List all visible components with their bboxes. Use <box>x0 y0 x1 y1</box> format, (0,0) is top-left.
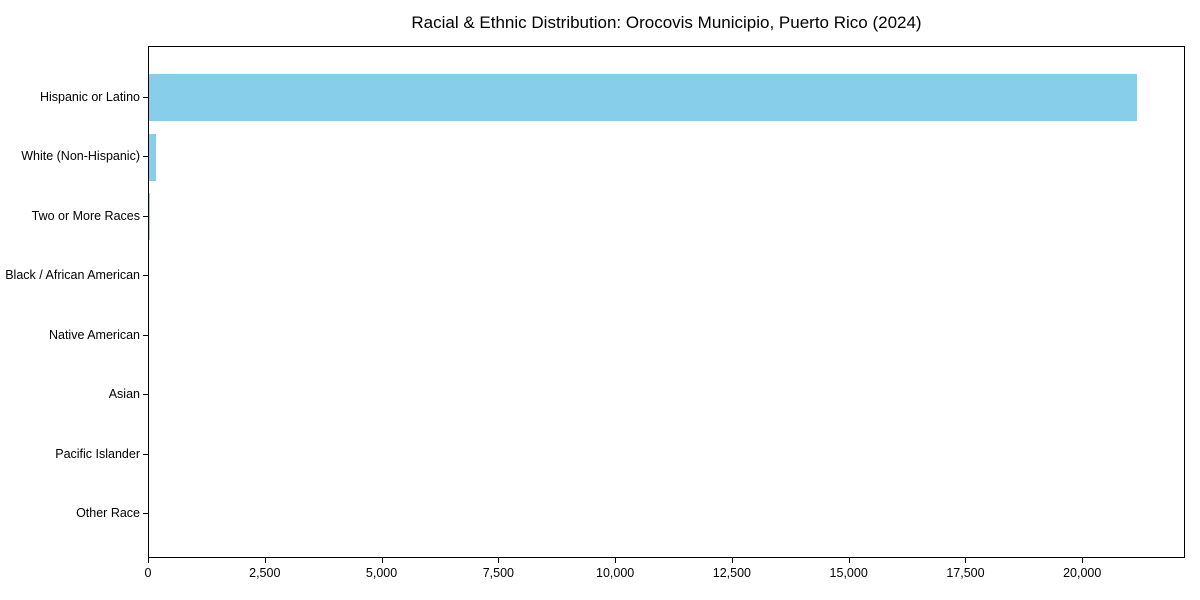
y-tick-label-pacific-islander: Pacific Islander <box>55 446 140 461</box>
y-tick-mark <box>143 513 148 514</box>
x-tick-mark <box>848 558 850 563</box>
x-tick-mark <box>731 558 733 563</box>
x-tick-mark <box>381 558 383 563</box>
y-tick-label-two-or-more-races: Two or More Races <box>31 208 140 223</box>
x-tick-mark <box>498 558 500 563</box>
chart-title: Racial & Ethnic Distribution: Orocovis M… <box>411 13 922 32</box>
bar-white-non-hispanic <box>149 133 156 181</box>
y-tick-mark <box>143 215 148 217</box>
x-tick-label-17500: 17,500 <box>946 566 985 580</box>
x-tick-label-10000: 10,000 <box>595 566 635 580</box>
x-tick-label-20000: 20,000 <box>1063 566 1102 580</box>
x-tick-label-2500: 2,500 <box>249 566 281 580</box>
y-tick-mark <box>143 156 148 157</box>
x-tick-label-15000: 15,000 <box>829 566 868 580</box>
y-tick-mark <box>143 453 148 455</box>
x-tick-label-12500: 12,500 <box>712 566 752 580</box>
y-tick-label-black-african-american: Black / African American <box>5 268 140 282</box>
y-tick-mark <box>143 96 148 98</box>
y-tick-mark <box>143 275 148 276</box>
bar-two-or-more-races <box>149 193 151 240</box>
y-tick-mark <box>143 394 148 395</box>
y-tick-label-native-american: Native American <box>48 327 140 342</box>
x-tick-mark <box>148 558 149 563</box>
bar-hispanic-or-latino <box>149 74 1137 121</box>
x-tick-mark <box>965 558 967 563</box>
x-tick-label-7500: 7,500 <box>482 566 514 580</box>
y-tick-label-other-race: Other Race <box>76 506 140 520</box>
y-tick-label-asian: Asian <box>108 387 140 401</box>
x-tick-mark <box>1082 558 1084 563</box>
plot-area <box>148 46 1185 558</box>
x-tick-label-0: 0 <box>144 566 152 580</box>
x-tick-mark <box>615 558 617 563</box>
y-tick-mark <box>143 334 148 336</box>
y-tick-label-hispanic-or-latino: Hispanic or Latino <box>39 89 140 104</box>
x-tick-mark <box>264 558 266 563</box>
y-tick-label-white-non-hispanic: White (Non-Hispanic) <box>21 149 140 163</box>
x-tick-label-5000: 5,000 <box>365 566 398 580</box>
